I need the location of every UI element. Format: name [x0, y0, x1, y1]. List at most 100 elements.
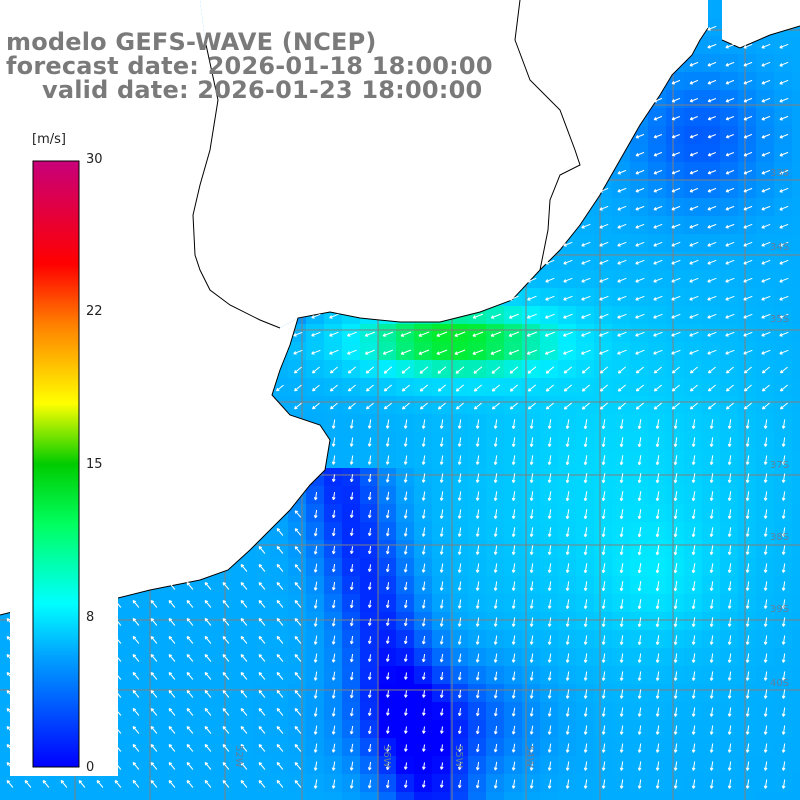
speed-cell [468, 486, 487, 505]
speed-cell [468, 594, 487, 613]
speed-cell [792, 378, 800, 397]
speed-cell [540, 558, 559, 577]
wind-arrow [421, 419, 426, 429]
wind-arrow [276, 780, 284, 788]
speed-cell [702, 432, 721, 451]
wind-arrow [655, 761, 660, 771]
speed-cell [306, 540, 325, 559]
wind-arrow [763, 725, 768, 735]
speed-cell [468, 324, 487, 343]
speed-cell [378, 792, 397, 800]
wind-arrow [671, 134, 680, 139]
speed-cell [594, 666, 613, 685]
wind-arrow [673, 419, 678, 429]
wind-arrow [529, 437, 534, 447]
speed-cell [288, 378, 307, 397]
wind-arrow [743, 331, 753, 337]
wind-arrow [707, 134, 716, 139]
wind-arrow [689, 384, 698, 392]
wind-arrow [457, 690, 462, 699]
speed-cell [306, 702, 325, 721]
wind-arrow [421, 455, 426, 465]
speed-cell [450, 504, 469, 523]
wind-arrow [727, 491, 732, 501]
wind-arrow [329, 331, 339, 337]
speed-cell [468, 738, 487, 757]
speed-cell [522, 702, 541, 721]
wind-arrow [493, 779, 498, 789]
speed-cell [630, 396, 649, 415]
wind-arrow [761, 384, 770, 392]
speed-cell [90, 792, 109, 800]
wind-arrow [581, 241, 591, 247]
wind-arrow [493, 671, 498, 681]
speed-cell [666, 198, 685, 217]
speed-cell [630, 288, 649, 307]
wind-arrow [727, 617, 732, 627]
speed-cell [486, 432, 505, 451]
wind-arrow [617, 277, 627, 283]
speed-cell [684, 378, 703, 397]
speed-cell [342, 792, 361, 800]
speed-cell [594, 450, 613, 469]
wind-arrow [745, 617, 750, 627]
speed-cell [468, 576, 487, 595]
wind-arrow [653, 151, 663, 157]
wind-arrow [689, 313, 699, 319]
wind-arrow [276, 654, 284, 662]
wind-arrow [204, 708, 212, 716]
wind-arrow [385, 545, 390, 555]
wind-arrow [511, 743, 516, 753]
wind-arrow [258, 744, 266, 752]
speed-cell [486, 450, 505, 469]
wind-arrow [637, 689, 642, 699]
speed-cell [414, 684, 433, 703]
speed-cell [486, 738, 505, 757]
wind-arrow [493, 743, 498, 753]
wind-arrow [583, 599, 588, 609]
longitude-labels: 52W 56W 55W 54W [233, 745, 535, 768]
wind-arrow [619, 455, 624, 466]
wind-arrow [727, 689, 732, 699]
wind-arrow [511, 491, 516, 501]
wind-arrow [673, 437, 678, 447]
wind-arrow [493, 527, 498, 537]
speed-cell [576, 360, 595, 379]
longitude-label: 54W [524, 745, 535, 768]
wind-arrow [725, 402, 734, 410]
speed-cell [756, 90, 775, 109]
speed-cell [792, 594, 800, 613]
speed-cell [324, 648, 343, 667]
wind-arrow [24, 780, 32, 788]
speed-cell [792, 54, 800, 73]
speed-cell [576, 774, 595, 793]
speed-cell [630, 378, 649, 397]
wind-arrow [761, 79, 771, 85]
speed-cell [432, 558, 451, 577]
speed-cell [396, 540, 415, 559]
speed-cell [324, 792, 343, 800]
speed-cell [756, 720, 775, 739]
speed-cell [792, 540, 800, 559]
speed-cell [594, 504, 613, 523]
speed-cell [738, 720, 757, 739]
speed-cell [756, 738, 775, 757]
speed-cell [756, 180, 775, 199]
wind-arrow [671, 277, 681, 283]
wind-arrow [457, 527, 462, 537]
wind-arrow [511, 509, 516, 519]
wind-arrow [527, 384, 537, 392]
wind-arrow [671, 170, 681, 175]
wind-arrow [475, 491, 480, 501]
wind-arrow [583, 437, 588, 448]
speed-cell [468, 630, 487, 649]
wind-arrow [673, 743, 678, 753]
wind-arrow [403, 419, 408, 429]
speed-cell [774, 378, 793, 397]
wind-arrow [743, 133, 753, 139]
wind-arrow [457, 653, 462, 663]
speed-cell [414, 468, 433, 487]
speed-cell [576, 234, 595, 253]
wind-arrow [421, 563, 426, 573]
wind-arrow [563, 349, 573, 355]
